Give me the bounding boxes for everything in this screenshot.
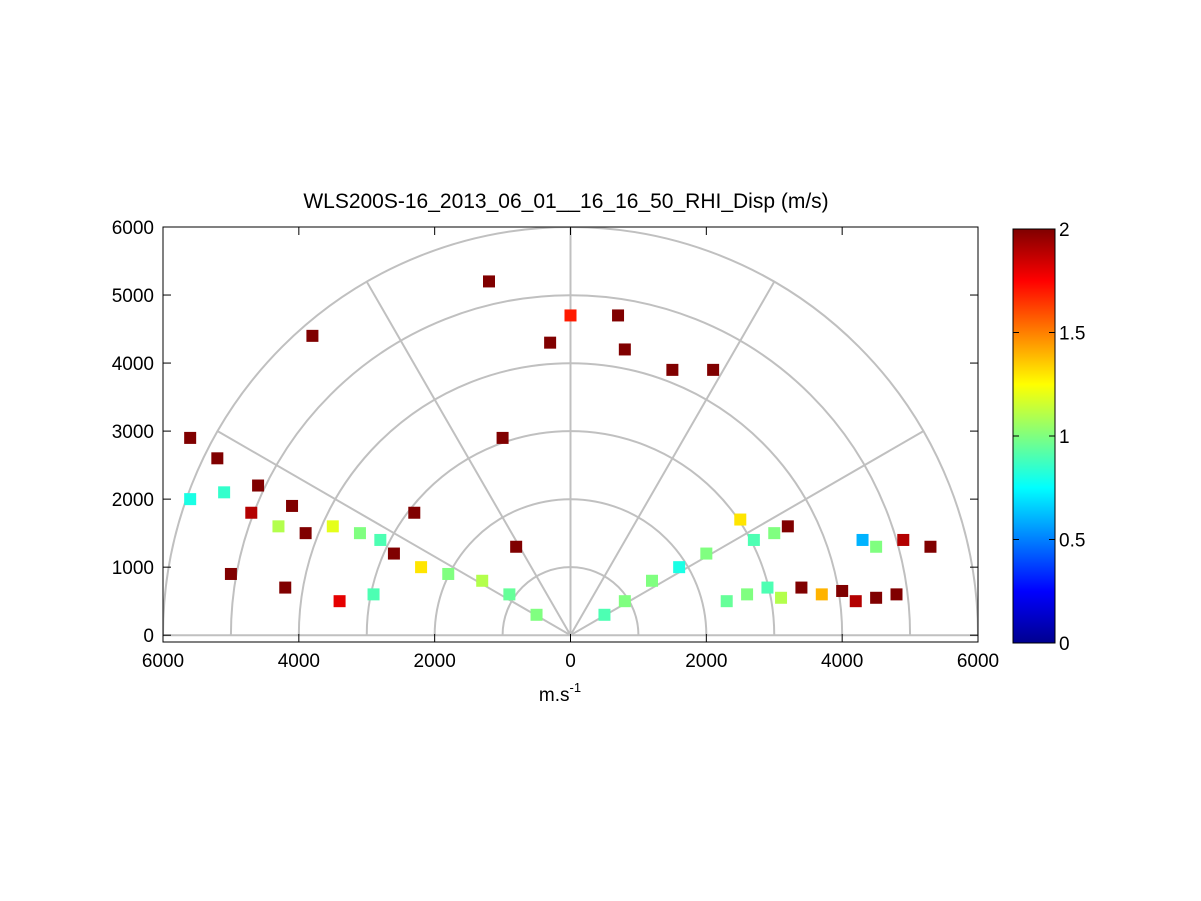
y-axis-ticks: 0 1000 2000 3000 4000 5000 6000 (112, 218, 978, 647)
data-cell (781, 520, 794, 533)
x-tick-label: 6000 (957, 651, 999, 672)
data-cell (530, 608, 543, 621)
data-cell (734, 513, 747, 526)
x-tick-label: 0 (565, 651, 576, 672)
data-cell (856, 533, 869, 546)
data-cell (184, 431, 197, 444)
data-cell (618, 595, 631, 608)
data-cell (761, 581, 774, 594)
y-tick-label: 0 (143, 626, 154, 647)
colorbar-tick-label: 1 (1059, 427, 1070, 448)
data-cell (768, 527, 781, 540)
y-tick-label: 3000 (112, 422, 154, 443)
colorbar-ticks: 0 0.5 1 1.5 2 (1013, 220, 1085, 655)
data-cell (775, 591, 788, 604)
data-cell (483, 275, 495, 288)
data-cell (646, 574, 658, 587)
data-cell (245, 506, 258, 519)
data-cell (387, 547, 400, 560)
data-cell (306, 329, 319, 342)
y-tick-label: 2000 (112, 490, 154, 511)
data-cell (673, 561, 686, 574)
data-cell (836, 584, 849, 597)
data-cell (415, 561, 428, 574)
data-cell (224, 567, 237, 580)
data-cell (870, 540, 883, 553)
data-cell (476, 574, 489, 587)
radial-spoke (217, 430, 572, 637)
x-axis-ticks: 6000 4000 2000 0 2000 4000 6000 (142, 227, 999, 672)
y-tick-label: 5000 (112, 286, 154, 307)
data-cell (252, 479, 265, 492)
data-cell (544, 336, 557, 349)
data-cell (374, 533, 387, 546)
data-cell (747, 533, 760, 546)
colorbar (1012, 228, 1056, 644)
colorbar-tick-label: 1.5 (1059, 324, 1085, 345)
data-cell (890, 588, 903, 601)
data-cell (849, 595, 862, 608)
data-cell (218, 486, 231, 499)
data-cell (272, 520, 285, 533)
data-cell (598, 608, 611, 621)
data-cell (279, 581, 292, 594)
data-cell (333, 595, 346, 608)
data-cells (184, 275, 937, 621)
data-cell (510, 540, 523, 553)
data-cell (503, 588, 516, 601)
x-tick-label: 2000 (414, 651, 456, 672)
colorbar-tick-label: 0 (1059, 634, 1070, 655)
data-cell (870, 591, 883, 604)
data-cell (618, 343, 631, 356)
x-axis-label-exponent: -1 (570, 680, 582, 695)
x-axis-label: m.s-1 (539, 680, 581, 706)
data-cell (184, 493, 197, 506)
data-cell (286, 499, 299, 512)
y-tick-label: 4000 (112, 354, 154, 375)
colorbar-tick-label: 0.5 (1059, 531, 1085, 552)
data-cell (612, 309, 625, 322)
x-tick-label: 4000 (821, 651, 863, 672)
data-cell (211, 452, 224, 465)
data-cell (442, 567, 455, 580)
x-axis-label-base: m.s (539, 685, 570, 706)
data-cell (924, 540, 937, 553)
polar-grid (163, 227, 978, 637)
y-tick-label: 1000 (112, 558, 154, 579)
data-cell (666, 363, 679, 376)
data-cell (353, 527, 366, 540)
data-cell (795, 581, 808, 594)
data-cell (720, 595, 733, 608)
colorbar-tick-label: 2 (1059, 220, 1070, 241)
chart-title: WLS200S-16_2013_06_01__16_16_50_RHI_Disp… (303, 190, 828, 213)
data-cell (741, 588, 754, 601)
data-cell (367, 588, 380, 601)
data-cell (897, 533, 910, 546)
data-cell (326, 520, 339, 533)
data-cell (299, 527, 312, 540)
data-cell (815, 588, 828, 601)
radial-spoke (365, 281, 572, 636)
data-cell (408, 506, 421, 519)
radial-spoke (569, 281, 776, 636)
data-cell (496, 431, 509, 444)
data-cell (564, 309, 577, 322)
data-cell (707, 363, 720, 376)
x-tick-label: 4000 (278, 651, 320, 672)
x-tick-label: 6000 (142, 651, 184, 672)
data-cell (700, 547, 713, 560)
x-tick-label: 2000 (685, 651, 727, 672)
y-tick-label: 6000 (112, 218, 154, 239)
